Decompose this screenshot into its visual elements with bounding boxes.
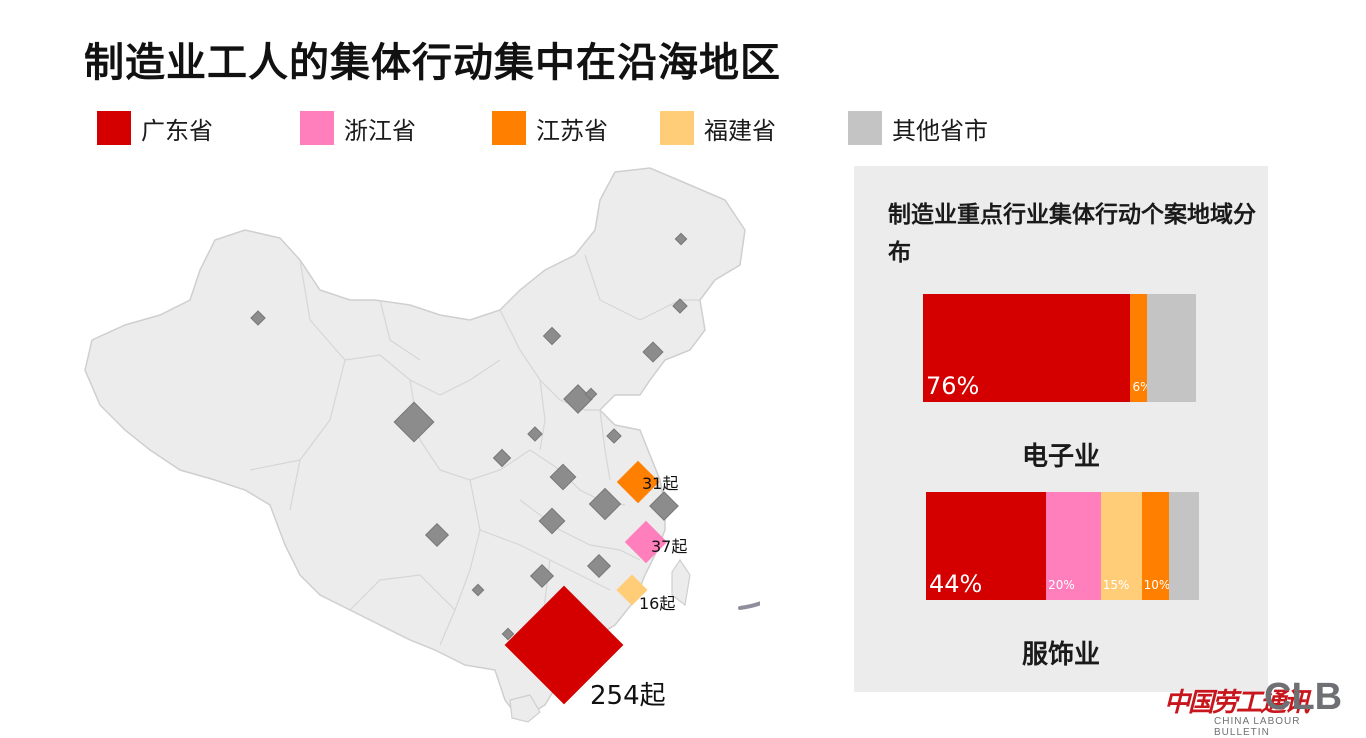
grey-marker [549,463,577,491]
bar-caption-electronics: 电子业 [1021,442,1100,472]
grey-marker [250,310,266,326]
bar-segment [1146,294,1196,402]
marker-label-guangdong: 254起 [590,681,666,711]
legend-swatch [660,111,694,145]
panel-title: 制造业重点行业集体行动个案地域分布 [888,202,1256,266]
legend-label: 浙江省 [344,116,416,145]
grey-marker [542,326,562,346]
bar-segment-label: 15% [1102,578,1130,592]
bar-segment-label: 44% [929,570,983,598]
clb-logo: 中国劳工通讯 CLB CHINA LABOUR BULLETIN [1164,676,1354,738]
logo-en: CLB [1264,676,1343,718]
china-map-svg [84,167,760,723]
stacked-bar-electronics: 76% 6% [923,294,1196,402]
grey-marker [393,401,435,443]
grey-marker [674,232,688,246]
bar-segment: 10% [1141,492,1171,600]
grey-markers [250,232,688,641]
legend-item-jiangsu: 江苏省 [492,108,608,148]
grey-marker [649,491,679,521]
grey-marker [529,563,555,589]
legend: 广东省 浙江省 江苏省 福建省 其他省市 [0,108,1366,148]
legend-item-zhejiang: 浙江省 [300,108,416,148]
taiwan-outline [671,558,691,607]
legend-label: 福建省 [704,116,776,145]
hainan-outline [509,694,541,723]
marker-label-jiangsu: 31起 [642,474,679,493]
grey-marker [563,384,593,414]
distribution-panel: 制造业重点行业集体行动个案地域分布 76% 6% 电子业 44% 20% 15% 10%… [854,166,1268,692]
legend-swatch [492,111,526,145]
bar-segment: 76% [923,294,1131,402]
legend-swatch [97,111,131,145]
page-title: 制造业工人的集体行动集中在沿海地区 [84,40,781,86]
bar-segment: 20% [1046,492,1101,600]
legend-label: 其他省市 [892,116,988,145]
grey-marker [501,627,515,641]
grey-marker [672,298,688,314]
grey-marker [471,583,485,597]
logo-sub: CHINA LABOUR BULLETIN [1214,716,1301,738]
grey-marker [538,507,566,535]
legend-swatch [300,111,334,145]
bar-segment: 15% [1100,492,1142,600]
bar-segment: 6% [1130,294,1152,402]
grey-marker [492,448,512,468]
grey-marker [424,522,450,548]
bar-segment [1168,492,1199,600]
grey-marker [584,387,598,401]
china-map: 31起 37起 16起 254起 [84,167,760,723]
china-outline [84,167,746,721]
grey-marker [527,426,543,442]
legend-item-guangdong: 广东省 [97,108,213,148]
grey-marker [642,341,664,363]
marker-label-zhejiang: 37起 [651,537,688,556]
legend-item-fujian: 福建省 [660,108,776,148]
bar-segment: 44% [926,492,1047,600]
bar-segment-label: 10% [1143,578,1171,592]
legend-label: 江苏省 [536,116,608,145]
legend-label: 广东省 [141,116,213,145]
logo-cn: 中国劳工通讯 [1164,688,1310,718]
bar-caption-apparel: 服饰业 [1021,640,1100,670]
legend-swatch [848,111,882,145]
bar-segment-label: 6% [1132,380,1152,394]
stacked-bar-apparel: 44% 20% 15% 10% [926,492,1199,600]
bar-segment-label: 20% [1048,578,1075,592]
grey-marker [588,487,622,521]
grey-marker [586,553,612,579]
grey-marker [606,428,622,444]
arrow-curve [738,601,760,610]
province-borders [249,254,700,646]
legend-item-other: 其他省市 [848,108,988,148]
marker-label-fujian: 16起 [639,594,676,613]
bar-segment-label: 76% [926,372,980,400]
